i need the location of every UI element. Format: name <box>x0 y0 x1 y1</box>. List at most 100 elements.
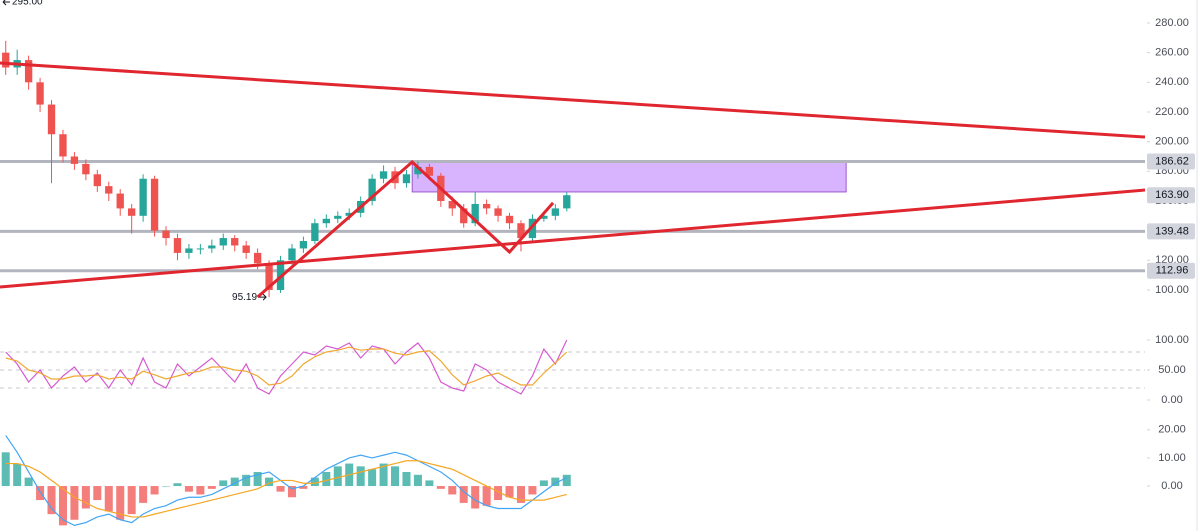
candle-body <box>460 208 468 224</box>
candle-body <box>253 252 262 264</box>
histogram-bar <box>253 471 262 487</box>
candle-body <box>299 241 308 249</box>
candle-body <box>219 238 227 246</box>
histogram-bar <box>482 486 491 506</box>
y-tick-label: 0.00 <box>1161 394 1182 406</box>
last-price-label: 163.90 <box>1155 189 1189 201</box>
histogram-bar <box>276 486 285 492</box>
trend-line <box>256 159 555 299</box>
candle-body <box>322 218 330 224</box>
histogram-bar <box>528 486 537 495</box>
level-label-box <box>1147 262 1195 279</box>
candle-body <box>82 163 90 175</box>
high-label: 295.00 <box>12 0 43 8</box>
histogram-bar <box>505 486 514 498</box>
histogram-bar <box>242 474 251 487</box>
candle-body <box>551 208 559 216</box>
indicator-line <box>5 339 568 395</box>
candle-body <box>105 186 113 194</box>
histogram-bar <box>93 486 102 501</box>
histogram-bar <box>356 466 365 487</box>
candle-body <box>128 208 136 216</box>
histogram-bar <box>184 486 193 492</box>
candle-body <box>379 171 388 179</box>
candle-body <box>414 166 422 175</box>
histogram-bar <box>70 486 79 520</box>
high-arrow <box>2 0 10 6</box>
histogram-bar <box>402 471 411 487</box>
candle-body <box>139 178 147 216</box>
histogram-bar <box>368 469 377 487</box>
y-tick-label: 10.00 <box>1158 452 1186 464</box>
histogram-bar <box>516 486 525 503</box>
histogram-bar <box>24 477 33 487</box>
candle-body <box>563 195 571 209</box>
histogram-bar <box>81 486 90 509</box>
candle-body <box>288 248 296 261</box>
histogram-bar <box>539 480 548 487</box>
histogram-bar <box>162 486 171 487</box>
y-tick-label: 200.00 <box>1155 136 1189 148</box>
candle-body <box>517 223 525 239</box>
histogram-bar <box>58 486 67 526</box>
y-tick-label: 20.00 <box>1158 424 1186 436</box>
candle-body <box>70 156 79 164</box>
level-label-box <box>1147 153 1195 170</box>
y-tick-label: 0.00 <box>1161 480 1182 492</box>
histogram-bar <box>448 486 457 495</box>
candle-body <box>540 215 548 219</box>
candle-body <box>59 134 67 157</box>
histogram-bar <box>36 486 45 501</box>
candle-body <box>24 60 33 83</box>
supply-zone <box>411 160 847 193</box>
histogram-bar <box>265 477 274 487</box>
candle-body <box>334 215 342 219</box>
candle-body <box>173 238 182 253</box>
histogram-bar <box>459 486 468 503</box>
histogram-bar <box>551 477 560 487</box>
candle-body <box>162 230 170 239</box>
candle-body <box>150 178 159 231</box>
candle-body <box>185 248 193 253</box>
histogram-bar <box>436 486 445 489</box>
histogram-bar <box>562 474 571 487</box>
histogram-bar <box>196 486 205 495</box>
candle-body <box>231 238 239 246</box>
y-tick-label: 220.00 <box>1155 106 1189 118</box>
trend-line <box>0 61 1146 139</box>
histogram-bar <box>47 486 56 515</box>
histogram-bar <box>322 471 331 487</box>
candle-body <box>265 263 273 290</box>
y-tick-label: 280.00 <box>1155 17 1189 29</box>
last-price-box <box>1147 187 1195 204</box>
candle-body <box>47 104 56 135</box>
candle-body <box>505 215 514 224</box>
candle-body <box>93 174 101 187</box>
candle-body <box>116 193 124 209</box>
candle-body <box>494 208 502 216</box>
level-label-box <box>1147 223 1195 240</box>
candle-body <box>471 203 479 224</box>
candle-body <box>311 223 319 242</box>
candle-body <box>2 52 10 68</box>
indicator-line <box>5 435 568 527</box>
candle-body <box>208 245 216 249</box>
candle-body <box>242 245 250 253</box>
candle-body <box>345 212 353 216</box>
y-tick-label: 260.00 <box>1155 47 1189 59</box>
level-label: 139.48 <box>1155 225 1189 237</box>
histogram-bar <box>287 486 296 498</box>
histogram-bar <box>391 466 400 487</box>
y-tick-label: 100.00 <box>1155 284 1189 296</box>
histogram-bar <box>299 486 308 489</box>
y-tick-label: 100.00 <box>1155 334 1189 346</box>
level-label: 186.62 <box>1155 155 1189 167</box>
histogram-bar <box>413 474 422 487</box>
histogram-bar <box>1 452 10 487</box>
trend-line <box>0 188 1146 289</box>
histogram-bar <box>494 486 503 501</box>
histogram-bar <box>13 463 22 487</box>
histogram-bar <box>333 466 342 487</box>
level-label: 112.96 <box>1156 265 1189 277</box>
